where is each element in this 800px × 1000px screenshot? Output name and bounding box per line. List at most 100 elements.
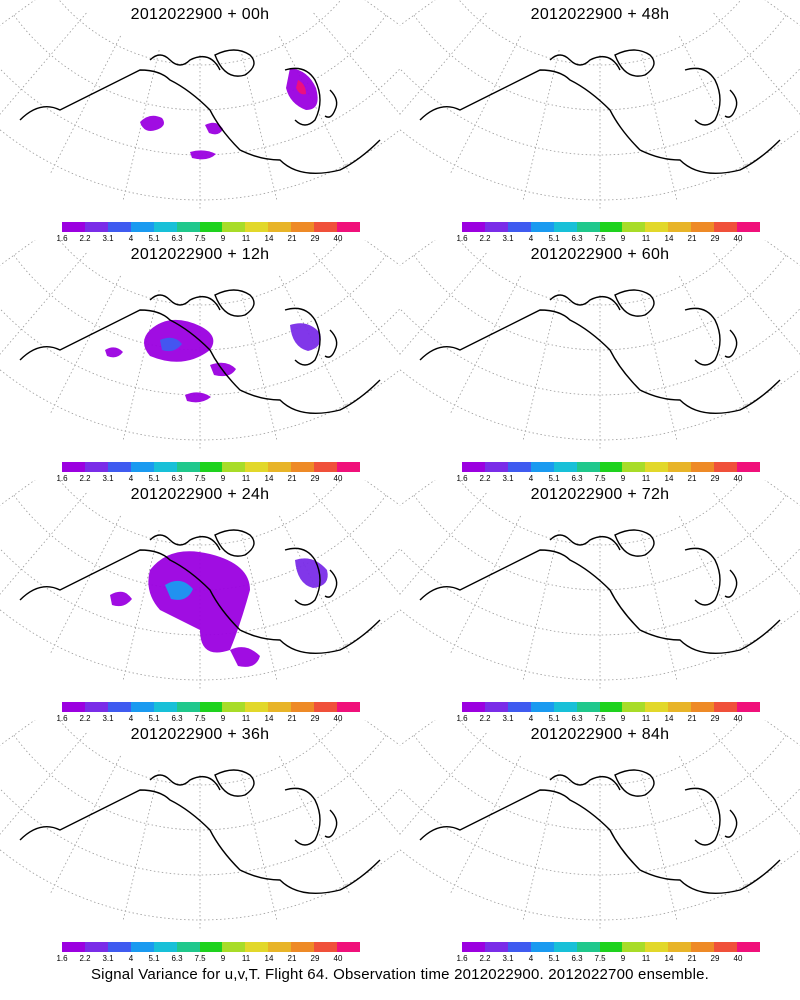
colorbar-cell: [199, 222, 223, 232]
colorbar-cell: [645, 222, 669, 232]
colorbar-cell: [268, 942, 292, 952]
colorbar-cell: [462, 942, 485, 952]
colorbar-labels: 1.6 2.2 3.1 4 5.1 6.3 7.5 9 11 14 21 29 40: [56, 234, 360, 244]
colorbar-cell: [507, 942, 531, 952]
colorbar-tick-label: 4: [128, 474, 134, 483]
colorbar-cell: [130, 462, 154, 472]
colorbar-tick-label: 40: [733, 714, 743, 723]
colorbar-tick-label: 3.1: [102, 234, 114, 243]
polar-map: [0, 240, 400, 450]
colorbar-labels: 1.6 2.2 3.1 4 5.1 6.3 7.5 9 11 14 21 29 40: [56, 714, 360, 724]
colorbar-tick-label: 14: [664, 474, 674, 483]
colorbar-cell: [576, 222, 600, 232]
polar-map: [400, 240, 800, 450]
colorbar: [62, 702, 360, 712]
colorbar-cell: [530, 462, 554, 472]
colorbar-labels: 1.6 2.2 3.1 4 5.1 6.3 7.5 9 11 14 21 29 40: [56, 474, 360, 484]
colorbar: [462, 222, 760, 232]
colorbar-cell: [314, 462, 338, 472]
colorbar-cell: [599, 702, 623, 712]
coastline: [19, 49, 381, 175]
panel-title: 2012022900 + 72h: [530, 486, 670, 503]
colorbar-cell: [622, 942, 646, 952]
variance-field: [105, 319, 321, 403]
colorbar-tick-label: 11: [641, 234, 651, 243]
colorbar-tick-label: 4: [128, 954, 134, 963]
coastline: [419, 289, 781, 415]
colorbar-cell: [462, 702, 485, 712]
colorbar-cell: [599, 942, 623, 952]
colorbar-tick-label: 1.6: [456, 714, 468, 723]
panel-title: 2012022900 + 36h: [130, 726, 270, 743]
variance-field: [140, 68, 318, 160]
colorbar-cell: [199, 942, 223, 952]
colorbar-cell: [84, 702, 108, 712]
colorbar-cell: [576, 462, 600, 472]
colorbar-cell: [737, 462, 760, 472]
colorbar-cell: [645, 702, 669, 712]
polar-map: [0, 480, 400, 690]
variance-contour: [230, 647, 260, 667]
colorbar-cell: [176, 462, 200, 472]
colorbar: [462, 462, 760, 472]
colorbar-cell: [222, 462, 246, 472]
colorbar-cell: [176, 222, 200, 232]
colorbar: [62, 222, 360, 232]
colorbar-cell: [714, 702, 738, 712]
panel-title: 2012022900 + 48h: [530, 6, 670, 23]
colorbar-cell: [62, 222, 85, 232]
colorbar-tick-label: 7.5: [194, 714, 206, 723]
colorbar-tick-label: 9: [220, 714, 226, 723]
colorbar-cell: [337, 702, 360, 712]
colorbar-tick-label: 6.3: [171, 714, 183, 723]
colorbar-tick-label: 11: [241, 234, 251, 243]
colorbar-tick-label: 2.2: [79, 474, 91, 483]
colorbar-tick-label: 29: [710, 234, 720, 243]
colorbar-cell: [130, 222, 154, 232]
colorbar-tick-label: 4: [128, 714, 134, 723]
colorbar-tick-label: 4: [528, 474, 534, 483]
colorbar-cell: [737, 222, 760, 232]
colorbar-tick-label: 3.1: [102, 954, 114, 963]
graticule: [0, 720, 400, 930]
colorbar-cell: [714, 942, 738, 952]
colorbar-tick-label: 7.5: [194, 234, 206, 243]
colorbar-cell: [668, 942, 692, 952]
variance-field: [110, 551, 328, 667]
colorbar-tick-label: 7.5: [594, 234, 606, 243]
variance-contour: [190, 150, 216, 160]
colorbar-cell: [153, 462, 177, 472]
colorbar-cell: [245, 222, 269, 232]
colorbar-tick-label: 21: [687, 474, 697, 483]
colorbar-cell: [530, 222, 554, 232]
colorbar-tick-label: 11: [641, 474, 651, 483]
colorbar-labels: 1.6 2.2 3.1 4 5.1 6.3 7.5 9 11 14 21 29 40: [56, 954, 360, 964]
colorbar-tick-label: 5.1: [548, 234, 560, 243]
graticule: [400, 240, 800, 450]
colorbar-tick-label: 1.6: [456, 474, 468, 483]
colorbar-cell: [222, 702, 246, 712]
colorbar-cell: [84, 942, 108, 952]
colorbar-cell: [130, 942, 154, 952]
colorbar-tick-label: 9: [220, 954, 226, 963]
colorbar-cell: [553, 702, 577, 712]
colorbar-tick-label: 9: [620, 234, 626, 243]
colorbar-tick-label: 29: [710, 714, 720, 723]
forecast-panel: 2012022900 + 36h 1.6 2.2 3.1 4 5.1 6.3 7.5 9 11 14…: [0, 720, 400, 963]
colorbar-tick-label: 21: [287, 714, 297, 723]
forecast-panel: 2012022900 + 12h 1.6 2.2 3.1 4 5.1 6.3 7.5 9 11 14…: [0, 240, 400, 483]
colorbar-cell: [84, 462, 108, 472]
coastline: [419, 49, 781, 175]
colorbar-tick-label: 7.5: [194, 954, 206, 963]
panel-title: 2012022900 + 60h: [530, 246, 670, 263]
colorbar-labels: 1.6 2.2 3.1 4 5.1 6.3 7.5 9 11 14 21 29 40: [456, 714, 760, 724]
colorbar-cell: [622, 222, 646, 232]
colorbar-tick-label: 21: [287, 234, 297, 243]
colorbar-cell: [530, 702, 554, 712]
colorbar-cell: [245, 942, 269, 952]
polar-map: [400, 480, 800, 690]
colorbar-cell: [62, 942, 85, 952]
colorbar-cell: [291, 942, 315, 952]
colorbar-cell: [576, 942, 600, 952]
colorbar-tick-label: 14: [264, 234, 274, 243]
